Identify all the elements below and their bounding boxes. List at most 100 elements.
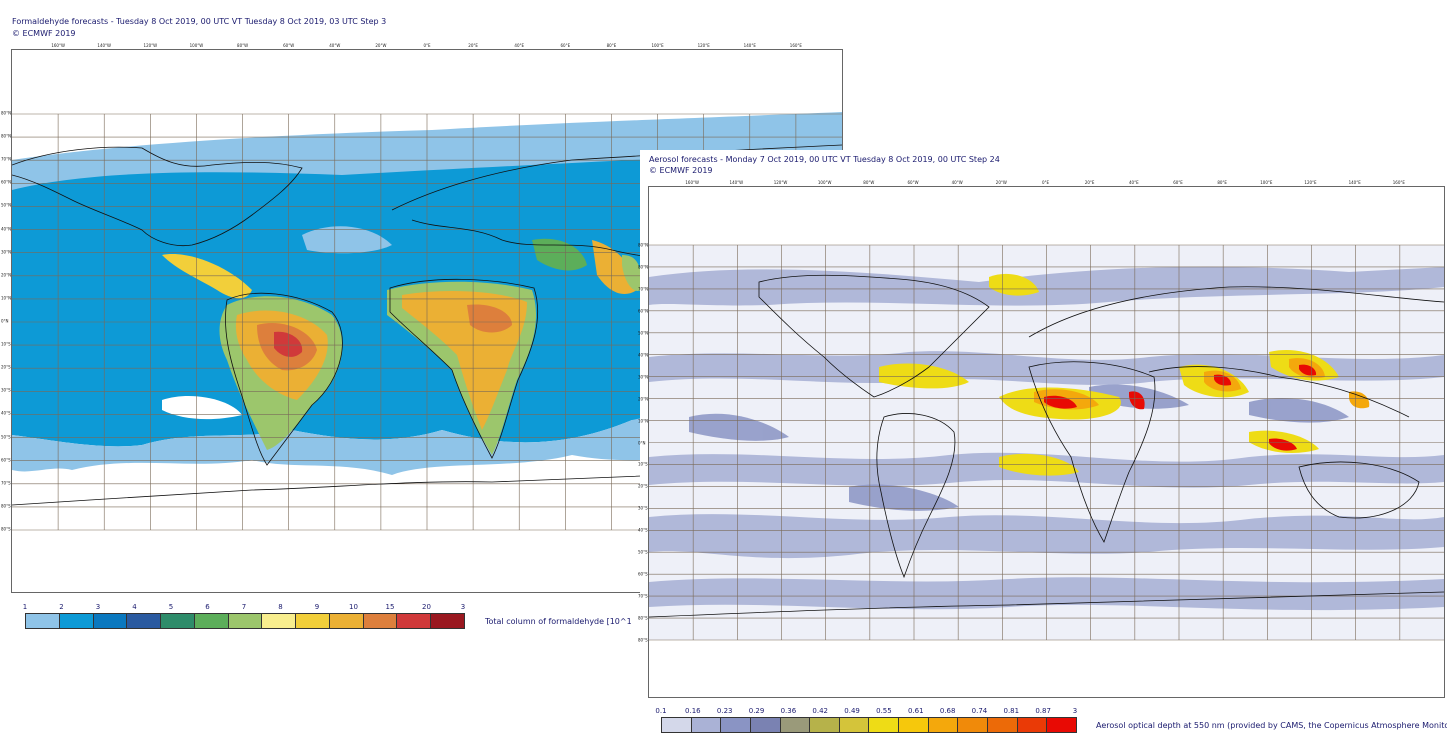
aerosol-legend-swatch bbox=[988, 718, 1018, 732]
aerosol-legend-tick: 0.87 bbox=[1035, 707, 1051, 715]
formaldehyde-se-asia bbox=[622, 255, 642, 291]
aerosol-lat-label: 10°S bbox=[638, 461, 648, 467]
aerosol-copyright: © ECMWF 2019 bbox=[649, 166, 713, 175]
formaldehyde-legend-tick: 2 bbox=[59, 603, 64, 611]
aerosol-lat-label: 70°N bbox=[638, 286, 649, 292]
formaldehyde-legend-swatch bbox=[26, 614, 60, 628]
aerosol-red-india bbox=[1214, 374, 1232, 386]
aerosol-legend-tick: 0.16 bbox=[685, 707, 701, 715]
aerosol-legend-tick: 0.36 bbox=[780, 707, 797, 715]
formaldehyde-coast-south-america bbox=[225, 292, 343, 466]
formaldehyde-lat-label: 70°N bbox=[1, 156, 12, 162]
formaldehyde-lat-label: 10°N bbox=[1, 295, 12, 301]
aerosol-lat-label: 80°N bbox=[638, 264, 649, 270]
formaldehyde-north-africa-green bbox=[532, 238, 587, 271]
formaldehyde-lon-label: 40°W bbox=[329, 43, 341, 48]
aerosol-coastlines bbox=[649, 274, 1444, 618]
aerosol-coast-antarctica bbox=[649, 591, 1444, 618]
formaldehyde-legend-swatch bbox=[228, 614, 263, 628]
aerosol-legend-swatch bbox=[899, 718, 929, 732]
formaldehyde-lat-label: 80°S bbox=[1, 503, 11, 509]
formaldehyde-lon-label: 140°W bbox=[97, 43, 112, 48]
aerosol-lon-label: 100°W bbox=[817, 180, 832, 185]
aerosol-legend-swatch bbox=[662, 718, 692, 732]
formaldehyde-legend-tick: 5 bbox=[168, 603, 174, 611]
formaldehyde-lat-label: 40°S bbox=[1, 410, 11, 416]
aerosol-lat-label: 30°N bbox=[638, 374, 649, 380]
aerosol-legend-swatch bbox=[750, 718, 781, 732]
aerosol-lon-label: 60°W bbox=[907, 180, 919, 185]
formaldehyde-lat-label: 80°S bbox=[1, 526, 11, 532]
aerosol-red-areas bbox=[1044, 364, 1317, 451]
aerosol-legend-swatch bbox=[869, 718, 900, 732]
formaldehyde-legend-swatch bbox=[161, 614, 195, 628]
aerosol-legend-ticks: 0.1 0.16 0.23 0.29 0.36 0.42 0.49 0.55 0.61 0.68 0… bbox=[655, 707, 1078, 717]
aerosol-coast-south-america bbox=[876, 413, 956, 579]
aerosol-lat-label: 60°N bbox=[638, 308, 649, 314]
formaldehyde-legend-swatch bbox=[363, 614, 398, 628]
aerosol-legend-swatch bbox=[721, 718, 751, 732]
aerosol-legend-swatch bbox=[810, 718, 840, 732]
formaldehyde-legend-swatch bbox=[59, 614, 94, 628]
formaldehyde-legend-tick: 4 bbox=[132, 603, 137, 611]
aerosol-red-mideast bbox=[1129, 391, 1145, 410]
aerosol-lon-label: 40°E bbox=[1129, 180, 1139, 185]
aerosol-legend-caption: Aerosol optical depth at 550 nm (provide… bbox=[1096, 721, 1447, 730]
formaldehyde-legend-tick: 9 bbox=[314, 603, 320, 611]
formaldehyde-lon-label: 100°E bbox=[651, 43, 664, 48]
formaldehyde-legend-swatch bbox=[431, 614, 464, 628]
aerosol-lat-label: 60°S bbox=[638, 571, 648, 577]
aerosol-lon-label: 40°W bbox=[951, 180, 963, 185]
formaldehyde-coastlines bbox=[12, 144, 842, 506]
formaldehyde-legend-bar bbox=[25, 613, 465, 629]
formaldehyde-legend-tick: 1 bbox=[22, 603, 28, 611]
aerosol-lat-label: 20°S bbox=[638, 483, 648, 489]
aerosol-red-indonesia bbox=[1269, 438, 1297, 451]
formaldehyde-legend-tick: 6 bbox=[205, 603, 210, 611]
formaldehyde-legend-tick: 3 bbox=[460, 603, 466, 611]
aerosol-lat-label: 50°S bbox=[638, 549, 648, 555]
aerosol-legend-swatch bbox=[1017, 718, 1048, 732]
formaldehyde-legend-swatch bbox=[194, 614, 229, 628]
aerosol-lat-label: 10°N bbox=[638, 418, 649, 424]
formaldehyde-legend-swatch bbox=[93, 614, 128, 628]
formaldehyde-legend-swatch bbox=[296, 614, 330, 628]
aerosol-lon-labels: 160°W 140°W 120°W 100°W 80°W 60°W 40°W 20°W 0°E 2… bbox=[648, 180, 1443, 186]
formaldehyde-lat-label: 40°N bbox=[1, 226, 12, 232]
aerosol-legend-tick: 3 bbox=[1072, 707, 1078, 715]
aerosol-coast-australia bbox=[1298, 461, 1420, 519]
aerosol-legend-tick: 0.61 bbox=[907, 707, 924, 715]
formaldehyde-title: Formaldehyde forecasts - Tuesday 8 Oct 2… bbox=[12, 17, 387, 26]
aerosol-mid-2 bbox=[1249, 397, 1349, 423]
aerosol-legend-tick: 0.49 bbox=[844, 707, 860, 715]
formaldehyde-lat-label: 60°S bbox=[1, 457, 11, 463]
aerosol-lat-label: 80°S bbox=[638, 637, 648, 643]
aerosol-lon-label: 100°E bbox=[1260, 180, 1273, 185]
aerosol-lat-label: 50°N bbox=[638, 330, 649, 336]
aerosol-title: Aerosol forecasts - Monday 7 Oct 2019, 0… bbox=[649, 155, 1000, 164]
aerosol-legend-tick: 0.29 bbox=[748, 707, 765, 715]
formaldehyde-white-gap-south bbox=[162, 395, 242, 420]
aerosol-graticule bbox=[649, 244, 1444, 641]
aerosol-red-china bbox=[1299, 364, 1317, 376]
formaldehyde-lon-label: 60°W bbox=[283, 43, 295, 48]
aerosol-legend-tick: 0.1 bbox=[655, 707, 667, 715]
aerosol-coast-north-america bbox=[758, 274, 990, 398]
aerosol-lon-label: 80°E bbox=[1217, 180, 1227, 185]
formaldehyde-lat-label: 20°S bbox=[1, 364, 11, 370]
aerosol-panel: Aerosol forecasts - Monday 7 Oct 2019, 0… bbox=[638, 150, 1447, 735]
formaldehyde-lat-label: 70°S bbox=[1, 480, 11, 486]
aerosol-orange-pacific bbox=[1349, 391, 1370, 409]
aerosol-lat-label: 0°N bbox=[638, 440, 646, 445]
formaldehyde-lon-label: 60°E bbox=[560, 43, 571, 48]
formaldehyde-lat-labels: 80°N 80°N 70°N 60°N 50°N 40°N 30°N 20°N 10°N 0°N 1… bbox=[1, 111, 13, 532]
formaldehyde-lat-label: 50°S bbox=[1, 434, 11, 440]
aerosol-lat-label: 80°N bbox=[638, 242, 649, 248]
aerosol-yellow-canada bbox=[989, 273, 1039, 296]
aerosol-map bbox=[648, 186, 1445, 698]
formaldehyde-lat-label: 50°N bbox=[1, 202, 12, 208]
aerosol-legend-bar bbox=[661, 717, 1077, 733]
formaldehyde-lon-label: 100°W bbox=[189, 43, 204, 48]
aerosol-yellow-atlantic bbox=[879, 363, 969, 389]
formaldehyde-lon-label: 20°W bbox=[375, 43, 387, 48]
